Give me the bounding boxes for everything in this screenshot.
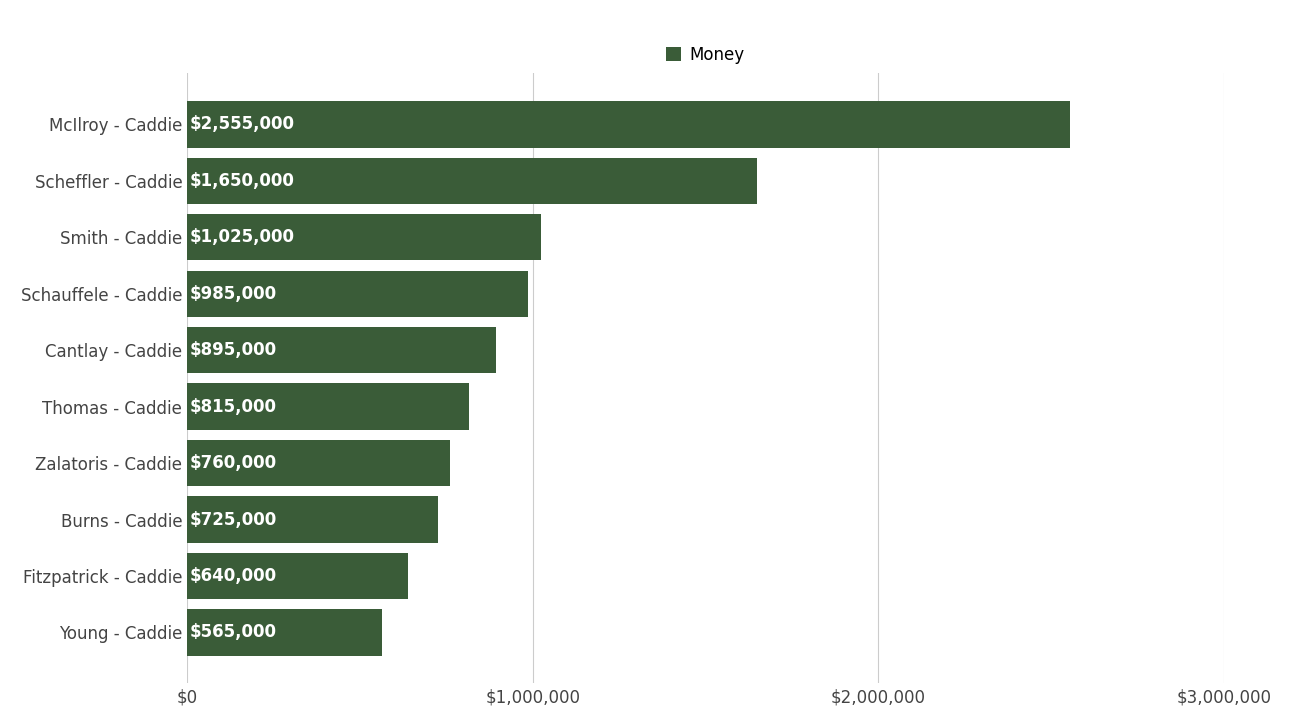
Bar — [187, 609, 382, 656]
Bar — [187, 214, 541, 260]
Bar — [187, 440, 450, 486]
Legend: Money: Money — [659, 39, 752, 71]
Bar — [187, 327, 496, 374]
Text: $725,000: $725,000 — [190, 510, 278, 529]
Text: $1,025,000: $1,025,000 — [190, 228, 295, 246]
Bar — [187, 101, 1070, 148]
Text: $895,000: $895,000 — [190, 341, 276, 359]
Bar — [187, 553, 408, 599]
Text: $2,555,000: $2,555,000 — [190, 116, 295, 133]
Bar — [187, 383, 469, 430]
Text: $815,000: $815,000 — [190, 398, 276, 416]
Text: $1,650,000: $1,650,000 — [190, 172, 295, 190]
Bar — [187, 158, 757, 204]
Text: $565,000: $565,000 — [190, 624, 276, 641]
Bar — [187, 497, 438, 542]
Text: $640,000: $640,000 — [190, 567, 276, 585]
Text: $760,000: $760,000 — [190, 454, 276, 472]
Text: $985,000: $985,000 — [190, 285, 276, 302]
Bar — [187, 270, 527, 317]
